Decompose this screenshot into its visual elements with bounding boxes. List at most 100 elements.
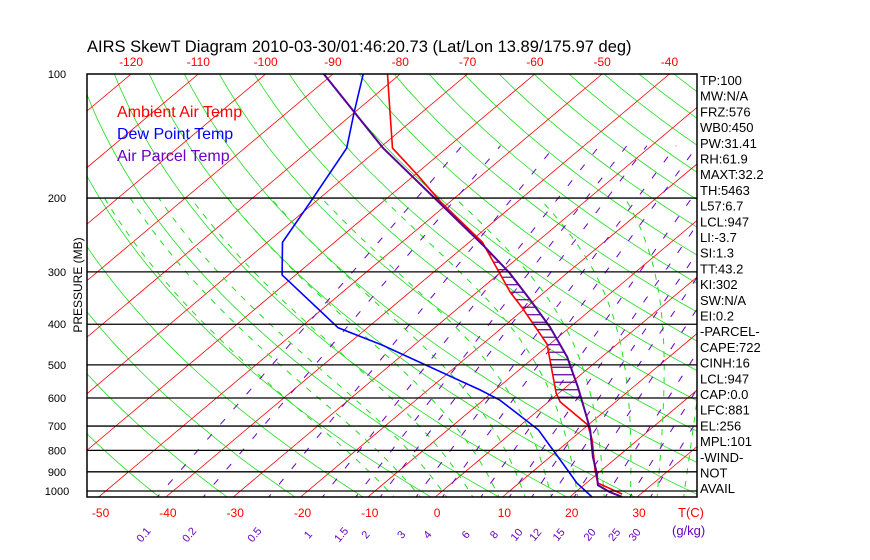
index-item: LCL:947 xyxy=(700,214,749,229)
index-item: SW:N/A xyxy=(700,293,746,308)
x-tick-label-bottom: -40 xyxy=(159,506,177,520)
mixing-ratio-line xyxy=(268,145,556,497)
parcel-temp-line xyxy=(322,74,623,497)
y-tick-label: 900 xyxy=(48,467,66,479)
index-item: LCL:947 xyxy=(700,371,749,386)
plot-border xyxy=(86,73,698,498)
dry-adiabat xyxy=(87,245,364,497)
moist-adiabat xyxy=(321,197,553,497)
y-tick-label: 400 xyxy=(48,319,66,331)
mixing-ratio-tick-label: 0.1 xyxy=(135,525,154,544)
dry-adiabat xyxy=(253,74,697,432)
x-tick-label-bottom: 0 xyxy=(434,506,441,520)
mixing-ratio-line xyxy=(649,419,697,497)
dry-adiabat xyxy=(183,74,697,495)
index-item: PW:31.41 xyxy=(700,136,757,151)
mixing-ratio-tick-label: 1 xyxy=(302,529,315,541)
y-axis-label: PRESSURE (MB) xyxy=(71,237,85,332)
index-item: TP:100 xyxy=(700,73,742,88)
legend-air-parcel-temp: Air Parcel Temp xyxy=(117,148,230,165)
y-tick-label: 100 xyxy=(48,69,66,81)
index-item: CAP:0.0 xyxy=(700,387,748,402)
moist-adiabat xyxy=(270,197,526,497)
moist-adiabat xyxy=(190,197,474,497)
x-tick-label-bottom: 10 xyxy=(498,506,512,520)
x-axis-label: T(C) xyxy=(678,505,704,520)
x-tick-label-top: -60 xyxy=(526,55,544,69)
isotherm xyxy=(87,74,132,112)
x-tick-label-top: -90 xyxy=(324,55,342,69)
dry-adiabat xyxy=(393,74,697,313)
y-tick-label: 1000 xyxy=(45,486,69,498)
x-tick-label-top: -80 xyxy=(392,55,410,69)
mixing-ratio-line xyxy=(379,145,648,497)
mixing-ratio-line xyxy=(156,145,463,497)
x-tick-label-bottom: -10 xyxy=(361,506,379,520)
x-tick-label-top: -40 xyxy=(661,55,679,69)
mixing-ratio-tick-label: 3 xyxy=(395,529,408,541)
moist-adiabat xyxy=(624,197,665,497)
isotherm xyxy=(87,74,468,395)
dry-adiabat xyxy=(87,373,228,497)
moist-adiabat xyxy=(382,197,579,497)
mixing-ratio-tick-label: 8 xyxy=(488,529,501,541)
x-tick-label-top: -70 xyxy=(459,55,477,69)
index-item: -PARCEL- xyxy=(700,324,760,339)
index-item: MPL:101 xyxy=(700,434,752,449)
isotherm xyxy=(87,74,536,451)
mixing-ratio-tick-label: 20 xyxy=(582,527,599,544)
dry-adiabat xyxy=(87,93,500,497)
dry-adiabat xyxy=(148,74,636,497)
mixing-ratio-unit-label: (g/kg) xyxy=(672,523,705,538)
isotherm xyxy=(165,74,670,497)
mixing-ratio-tick-label: 0.2 xyxy=(180,525,199,544)
moist-adiabat xyxy=(129,197,422,497)
dry-adiabat xyxy=(288,74,697,402)
mixing-ratio-tick-label: 1.5 xyxy=(332,525,351,544)
index-item: MAXT:32.2 xyxy=(700,167,764,182)
index-item: FRZ:576 xyxy=(700,104,751,119)
index-item: LI:-3.7 xyxy=(700,230,737,245)
dew-point-line xyxy=(281,74,593,497)
dry-adiabat xyxy=(87,175,432,497)
x-tick-label-bottom: -20 xyxy=(294,506,312,520)
chart-title: AIRS SkewT Diagram 2010-03-30/01:46:20.7… xyxy=(87,38,632,56)
mixing-ratio-line xyxy=(321,145,600,497)
index-item: CAPE:722 xyxy=(700,340,761,355)
mixing-ratio-tick-label: 15 xyxy=(551,527,568,544)
moist-adiabat xyxy=(104,197,396,497)
mixing-ratio-tick-label: 0.5 xyxy=(246,525,265,544)
mixing-ratio-tick-label: 4 xyxy=(421,529,434,541)
dry-adiabat xyxy=(358,74,697,342)
ambient-temp-line xyxy=(386,74,623,495)
index-item: RH:61.9 xyxy=(700,152,748,167)
y-tick-label: 200 xyxy=(48,193,66,205)
index-item: CINH:16 xyxy=(700,356,750,371)
y-tick-label: 300 xyxy=(48,267,66,279)
dry-adiabat xyxy=(87,433,160,497)
moist-adiabat xyxy=(227,197,500,497)
y-tick-label: 600 xyxy=(48,393,66,405)
profiles xyxy=(281,74,623,497)
index-item: LFC:881 xyxy=(700,403,750,418)
y-tick-label: 700 xyxy=(48,421,66,433)
mixing-ratio-tick-label: 10 xyxy=(509,527,526,544)
mixing-ratio-tick-label: 2 xyxy=(360,529,373,541)
x-tick-label-top: -110 xyxy=(187,55,210,69)
dry-adiabat xyxy=(846,72,870,500)
index-item: TT:43.2 xyxy=(700,261,743,276)
mixing-ratio-line xyxy=(202,145,501,497)
dry-adiabat xyxy=(741,72,870,500)
moist-adiabat xyxy=(158,197,448,497)
index-item: L57:6.7 xyxy=(700,199,743,214)
index-item: SI:1.3 xyxy=(700,246,734,261)
y-tick-label: 500 xyxy=(48,360,66,372)
mixing-ratio-line xyxy=(355,145,628,497)
mixing-ratio-line xyxy=(573,308,697,497)
index-item: NOT xyxy=(700,466,728,481)
index-item: MW:N/A xyxy=(700,89,748,104)
isotherm xyxy=(87,74,199,169)
cape-hatching xyxy=(489,254,581,398)
